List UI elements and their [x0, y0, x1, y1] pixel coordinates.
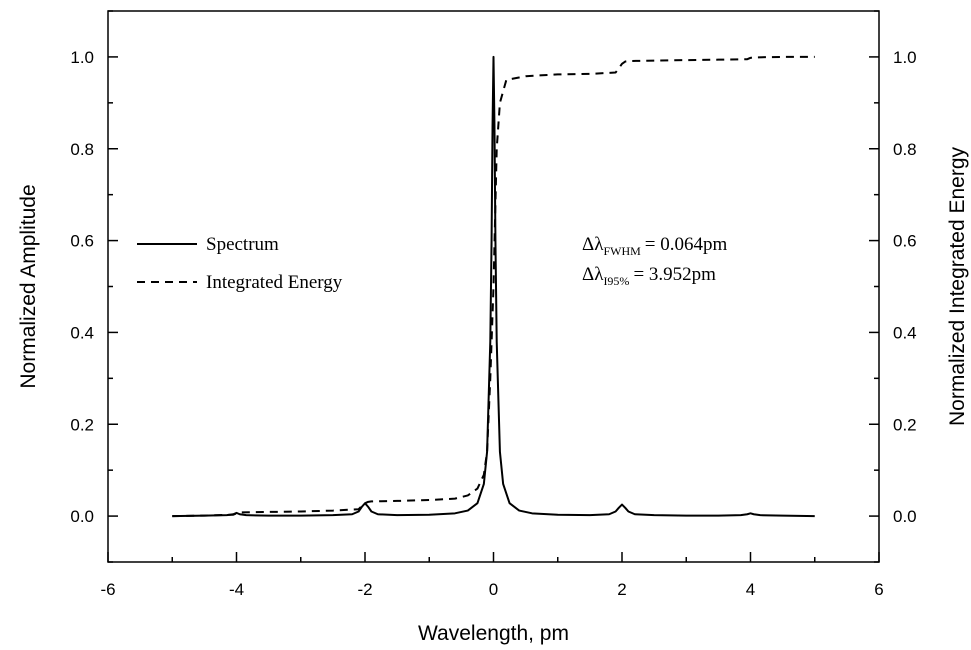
- annotation-i95-prefix: Δλ: [582, 264, 604, 285]
- y-tick-label: 0.4: [70, 323, 94, 342]
- x-tick-label: 0: [489, 580, 498, 599]
- x-tick-label: -4: [229, 580, 244, 599]
- axis-ticks: [107, 10, 880, 563]
- plot-series: [172, 55, 815, 518]
- y-tick-label: 1.0: [70, 48, 94, 67]
- x-tick-label: 4: [746, 580, 755, 599]
- annotation-i95-value: = 3.952pm: [633, 264, 716, 285]
- x-tick-label: 6: [874, 580, 883, 599]
- svg-text:ΔλFWHM= 0.064pm: ΔλFWHM = 0.064pm: [582, 234, 727, 258]
- x-tick-label: 2: [617, 580, 626, 599]
- y2-tick-label: 0.2: [893, 415, 917, 434]
- y-tick-label: 0.6: [70, 232, 94, 251]
- y2-tick-label: 1.0: [893, 48, 917, 67]
- legend: Spectrum Integrated Energy: [137, 234, 343, 293]
- y-tick-label: 0.2: [70, 415, 94, 434]
- y2-axis-title: Normalized Integrated Energy: [946, 147, 969, 426]
- x-axis-title: Wavelength, pm: [418, 622, 569, 645]
- annotation-fwhm-prefix: Δλ: [582, 234, 604, 255]
- annotation-fwhm: ΔλFWHM = 0.064pm: [582, 234, 727, 258]
- annotation-i95: ΔλI95% = 3.952pm: [582, 264, 716, 288]
- annotation-i95-subscript: I95%: [603, 274, 629, 288]
- series-line-integrated-energy: [172, 55, 815, 518]
- legend-label-spectrum: Spectrum: [206, 234, 279, 255]
- annotation-fwhm-subscript: FWHM: [603, 244, 641, 258]
- x-tick-label: -2: [357, 580, 372, 599]
- svg-text:ΔλI95%= 3.952pm: ΔλI95% = 3.952pm: [582, 264, 716, 288]
- y-tick-label: 0.0: [70, 507, 94, 526]
- y2-tick-label: 0.0: [893, 507, 917, 526]
- y2-tick-label: 0.4: [893, 323, 917, 342]
- annotation-fwhm-value: = 0.064pm: [645, 234, 728, 255]
- y-axis-title: Normalized Amplitude: [17, 184, 40, 388]
- y2-tick-label: 0.8: [893, 140, 917, 159]
- x-tick-label: -6: [100, 580, 115, 599]
- y2-tick-label: 0.6: [893, 232, 917, 251]
- axis-tick-labels: -6 -4 -2 0 2 4 6 0.0 0.2 0.4 0.6 0.8 1.0 0.0 0.2 0.4 0.6…: [70, 48, 916, 599]
- series-line-spectrum: [172, 55, 815, 518]
- legend-label-integrated-energy: Integrated Energy: [206, 272, 343, 293]
- y-tick-label: 0.8: [70, 140, 94, 159]
